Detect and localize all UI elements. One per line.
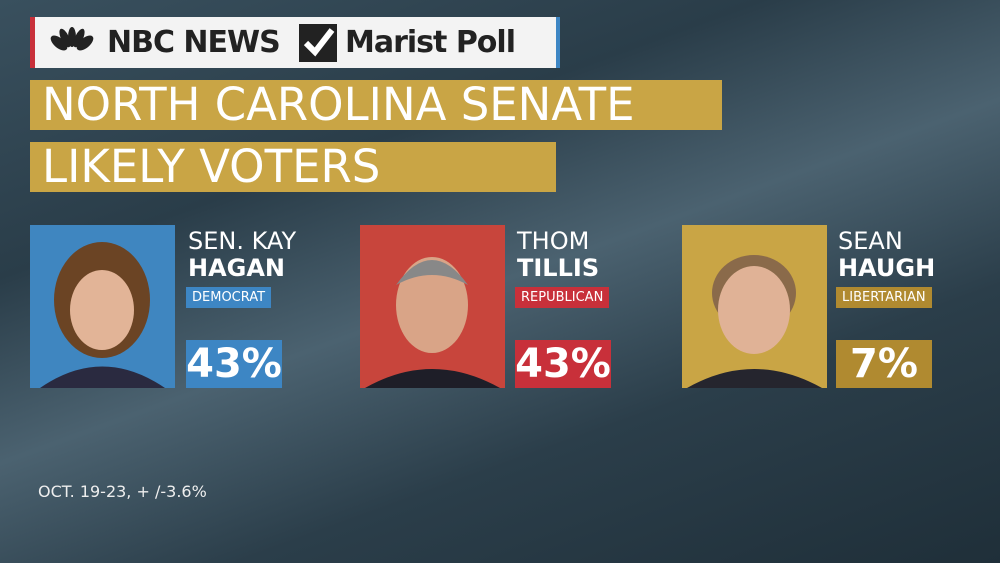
check-logo (299, 24, 337, 62)
percent: 7% (836, 340, 932, 388)
network-name: NBC NEWS (107, 25, 281, 60)
candidate-first-line: SEAN (838, 227, 903, 255)
title-line: NORTH CAROLINA SENATE (30, 80, 722, 130)
candidate-first-line: THOM (517, 227, 590, 255)
party-label: Republican (515, 287, 610, 308)
header: NBC NEWS Marist Poll (30, 17, 560, 68)
candidate-last-name: TILLIS (517, 254, 600, 282)
candidate-photo (360, 225, 505, 388)
candidate-last-name: HAUGH (838, 254, 936, 282)
candidate-first-line: SEN. KAY (188, 227, 297, 255)
candidate-photo (30, 225, 175, 388)
pollster-name: Marist Poll (345, 25, 516, 60)
candidate-photo (682, 225, 827, 388)
party-label: Democrat (186, 287, 272, 308)
percent: 43% (186, 340, 282, 388)
percent: 43% (515, 340, 611, 388)
peacock-logo (50, 27, 94, 51)
candidate-last-name: HAGAN (188, 254, 286, 282)
party-label: Libertarian (836, 287, 932, 308)
title-line: LIKELY VOTERS (30, 142, 556, 192)
footnote: OCT. 19-23, + /-3.6% (38, 482, 207, 501)
